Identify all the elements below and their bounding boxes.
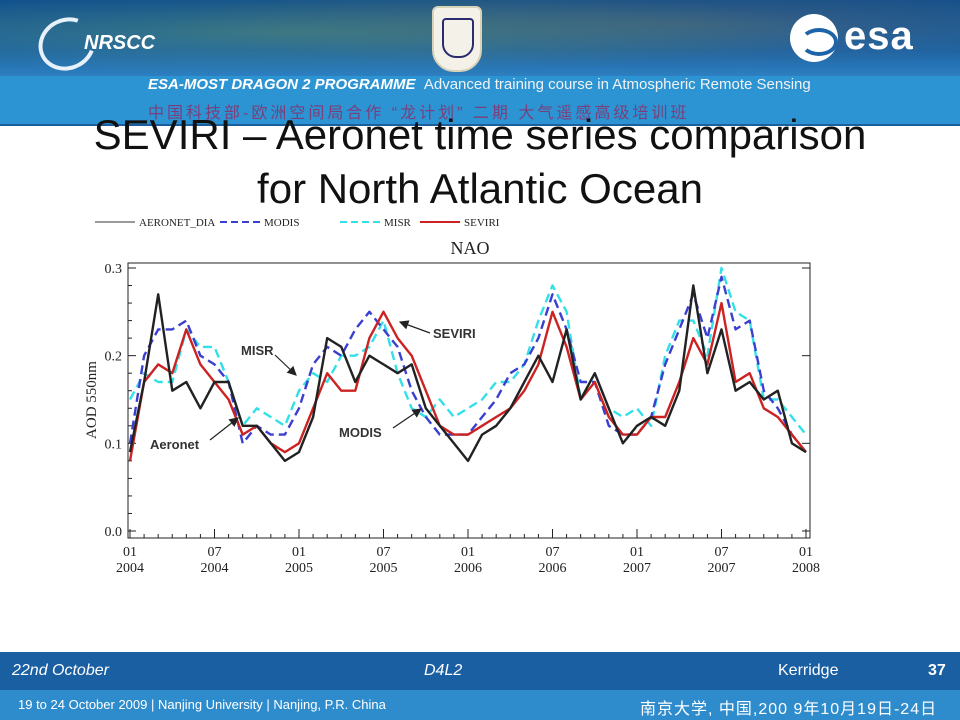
esa-globe-icon bbox=[790, 14, 838, 62]
legend-label: SEVIRI bbox=[464, 217, 500, 229]
y-tick-label: 0.3 bbox=[105, 262, 123, 277]
legend-label: MISR bbox=[384, 217, 412, 229]
x-tick-month: 07 bbox=[208, 545, 222, 560]
chinese-programme-line: 中国科技部-欧洲空间局合作 “龙计划” 二期 大气遥感高级培训班 bbox=[148, 105, 690, 122]
slide-title: SEVIRI – Aeronet time series comparison … bbox=[0, 108, 960, 216]
annotation-seviri: SEVIRI bbox=[433, 326, 476, 341]
y-tick-label: 0.1 bbox=[105, 437, 123, 452]
footer-bar: 22nd October D4L2 Kerridge 37 bbox=[0, 652, 960, 690]
x-tick-year: 2004 bbox=[116, 561, 144, 576]
x-tick-year: 2005 bbox=[285, 561, 313, 576]
nanjing-university-seal bbox=[432, 6, 482, 72]
programme-strip bbox=[0, 76, 960, 124]
x-tick-year: 2004 bbox=[201, 561, 229, 576]
programme-name: ESA-MOST DRAGON 2 PROGRAMME bbox=[148, 76, 416, 93]
series-line-seviri bbox=[128, 301, 807, 462]
header-banner: NRSCC esa ESA-MOST DRAGON 2 PROGRAMME Ad… bbox=[0, 0, 960, 126]
x-tick-year: 2007 bbox=[623, 561, 651, 576]
annotation-arrow bbox=[209, 417, 239, 441]
y-axis-ticks: 0.0 0.1 0.2 0.3 bbox=[105, 262, 810, 540]
x-axis-ticks: 0120040720040120050720050120060720060120… bbox=[116, 529, 820, 576]
annotation-aeronet: Aeronet bbox=[150, 437, 200, 452]
footer-date: 22nd October bbox=[12, 662, 109, 679]
footer-session: D4L2 bbox=[424, 662, 463, 679]
y-tick-label: 0.0 bbox=[105, 525, 123, 540]
series-line-modis bbox=[128, 275, 807, 453]
chart-title: NAO bbox=[451, 238, 490, 258]
x-tick-month: 01 bbox=[630, 545, 644, 560]
footer-author: Kerridge bbox=[778, 662, 839, 679]
slide-title-line1: SEVIRI – Aeronet time series comparison bbox=[93, 111, 867, 158]
nrscc-logo: NRSCC bbox=[29, 8, 168, 80]
x-tick-year: 2006 bbox=[454, 561, 482, 576]
x-tick-year: 2006 bbox=[539, 561, 567, 576]
x-tick-month: 07 bbox=[377, 545, 391, 560]
annotation-arrow bbox=[398, 320, 431, 334]
venue-bar: 19 to 24 October 2009 | Nanjing Universi… bbox=[0, 690, 960, 720]
programme-line: ESA-MOST DRAGON 2 PROGRAMME Advanced tra… bbox=[148, 76, 811, 93]
x-tick-month: 01 bbox=[123, 545, 137, 560]
x-tick-year: 2008 bbox=[792, 561, 820, 576]
slide-title-line2: for North Atlantic Ocean bbox=[257, 165, 703, 212]
x-tick-month: 01 bbox=[799, 545, 813, 560]
series-line-aeronet bbox=[128, 284, 807, 463]
nrscc-logo-text: NRSCC bbox=[84, 32, 156, 54]
series-line-misr bbox=[128, 266, 807, 436]
annotation-arrow bbox=[392, 408, 422, 429]
series-lines bbox=[128, 266, 807, 463]
esa-logo: esa bbox=[790, 14, 930, 66]
x-tick-month: 07 bbox=[546, 545, 560, 560]
venue-text-chinese: 南京大学, 中国,200 9年10月19日-24日 bbox=[640, 701, 938, 718]
y-axis-label: AOD 550nm bbox=[84, 361, 100, 439]
annotation-modis: MODIS bbox=[339, 425, 382, 440]
venue-text: 19 to 24 October 2009 | Nanjing Universi… bbox=[18, 697, 386, 712]
esa-logo-text: esa bbox=[844, 14, 914, 58]
course-name: Advanced training course in Atmospheric … bbox=[423, 76, 811, 93]
x-tick-month: 07 bbox=[715, 545, 729, 560]
annotation-arrow bbox=[274, 354, 297, 376]
series-annotations: SEVIRI MISR MODIS Aeronet bbox=[150, 320, 476, 452]
x-tick-month: 01 bbox=[461, 545, 475, 560]
page-number: 37 bbox=[928, 662, 946, 679]
legend-label: MODIS bbox=[264, 217, 299, 229]
chart-legend: AERONET_DIA MODIS MISR SEVIRI bbox=[95, 217, 500, 229]
legend-label: AERONET_DIA bbox=[139, 217, 215, 229]
x-tick-month: 01 bbox=[292, 545, 306, 560]
annotation-misr: MISR bbox=[241, 343, 274, 358]
x-tick-year: 2007 bbox=[708, 561, 736, 576]
plot-frame bbox=[127, 262, 811, 539]
y-tick-label: 0.2 bbox=[105, 350, 123, 365]
x-tick-year: 2005 bbox=[370, 561, 398, 576]
